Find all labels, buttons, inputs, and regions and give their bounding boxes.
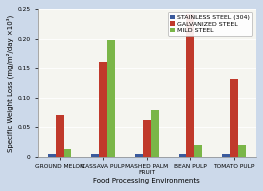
Bar [135, 155, 143, 157]
Y-axis label: Specific Weight Loss (mg/m²/day ×10³): Specific Weight Loss (mg/m²/day ×10³) [7, 14, 14, 151]
Bar [48, 154, 56, 157]
Bar [194, 145, 202, 157]
Bar [222, 155, 230, 157]
Bar [64, 149, 72, 157]
Bar [186, 14, 194, 157]
Bar [151, 109, 159, 157]
Bar [92, 154, 99, 157]
X-axis label: Food Processing Environments: Food Processing Environments [93, 178, 200, 184]
Bar [107, 40, 115, 157]
Bar [179, 155, 186, 157]
Legend: STAINLESS STEEL (304), GALVANIZED STEEL, MILD STEEL: STAINLESS STEEL (304), GALVANIZED STEEL,… [168, 12, 252, 36]
Bar [99, 62, 107, 157]
Bar [143, 120, 151, 157]
Bar [238, 145, 246, 157]
Bar [56, 115, 64, 157]
Bar [230, 79, 238, 157]
